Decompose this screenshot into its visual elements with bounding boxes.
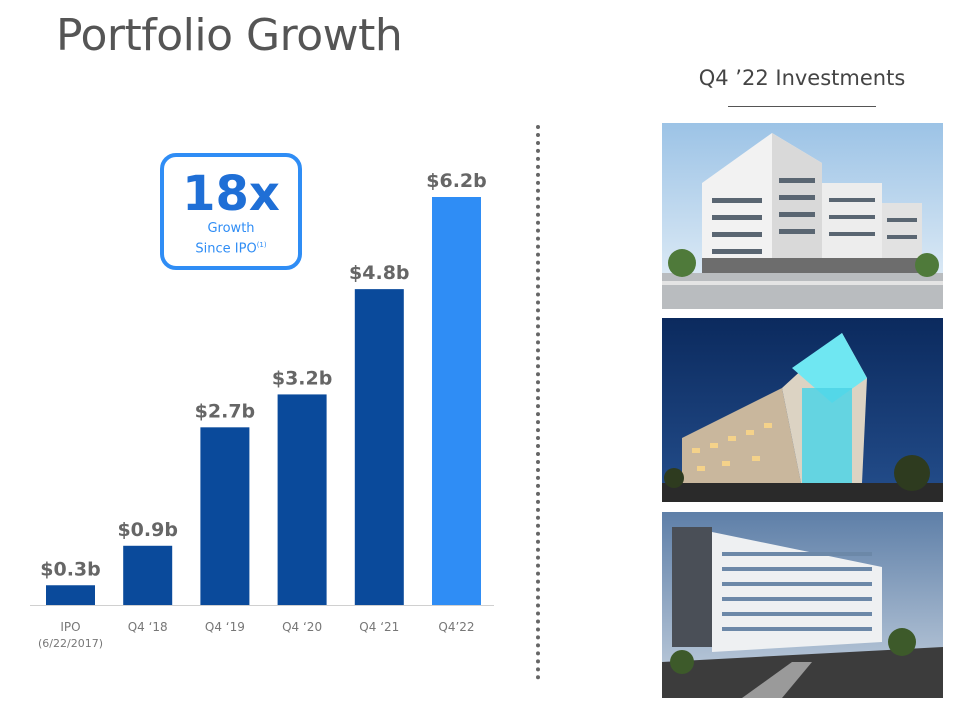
growth-callout: 18x Growth Since IPO(1)	[160, 153, 302, 270]
bar	[354, 289, 404, 605]
investments-title: Q4 ’22 Investments	[698, 66, 906, 90]
building-photo-2	[662, 318, 943, 502]
dotted-divider	[536, 125, 540, 680]
bar	[432, 197, 481, 605]
bar-value-label: $2.7b	[195, 400, 255, 422]
page-title: Portfolio Growth	[56, 10, 403, 61]
bar	[123, 545, 173, 605]
x-tick-label: Q4’22	[438, 620, 474, 634]
x-tick-label: Q4 ‘21	[359, 620, 399, 634]
footnote-marker: (1)	[256, 241, 267, 249]
portfolio-bar-chart: $0.3b IPO (6/22/2017) $0.9b Q4 ‘18 $2.7b Q4 ‘1…	[30, 170, 494, 650]
bar	[200, 427, 250, 605]
building-photo-1	[662, 123, 943, 309]
bar-value-label: $4.8b	[349, 262, 409, 284]
bar-value-label: $0.3b	[40, 558, 100, 580]
growth-label: Growth	[207, 221, 255, 236]
investments-title-underline	[728, 106, 876, 107]
bar-value-label: $0.9b	[117, 519, 177, 541]
bar-value-label: $3.2b	[272, 367, 332, 389]
growth-multiple: 18x	[182, 166, 280, 222]
bar	[277, 394, 327, 605]
x-tick-label: Q4 ‘19	[205, 620, 245, 634]
since-ipo-label: Since IPO(1)	[195, 241, 267, 257]
x-tick-label: IPO	[60, 620, 80, 634]
x-tick-label: (6/22/2017)	[38, 637, 103, 650]
x-tick-label: Q4 ‘20	[282, 620, 322, 634]
bar-value-label: $6.2b	[426, 170, 486, 192]
x-tick-label: Q4 ‘18	[128, 620, 168, 634]
bar	[46, 585, 95, 605]
building-photo-3	[662, 512, 943, 698]
